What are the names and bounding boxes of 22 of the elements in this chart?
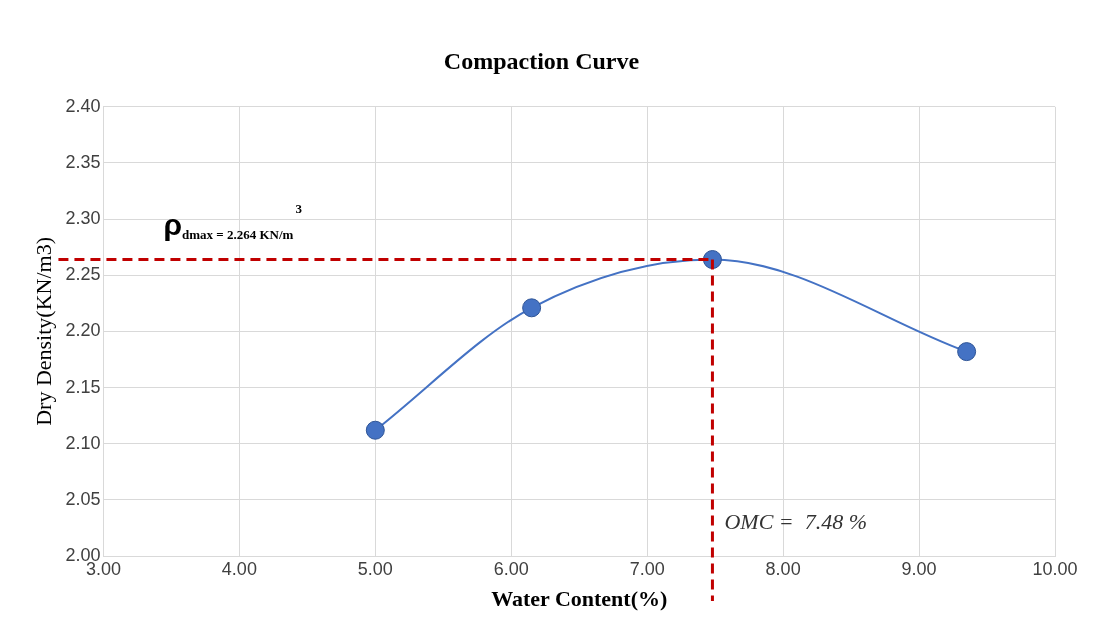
- y-tick-label: 2.40: [65, 95, 101, 116]
- x-axis-title: Water Content(%): [491, 586, 668, 612]
- x-tick-label: 9.00: [901, 558, 937, 579]
- y-tick-label: 2.15: [65, 376, 101, 397]
- point: [522, 298, 542, 318]
- chart-title: Compaction Curve: [443, 47, 640, 74]
- point: [365, 420, 385, 440]
- x-tick-label: 8.00: [765, 558, 801, 579]
- y-tick-label: 2.25: [65, 264, 101, 285]
- y-tick-label: 2.05: [65, 488, 101, 509]
- x-tick-label: 7.00: [629, 558, 665, 579]
- x-tick-label: 6.00: [493, 558, 529, 579]
- y-tick-label: 2.20: [65, 320, 101, 341]
- x-tick-label: 4.00: [221, 558, 257, 579]
- x-tick-label: 5.00: [357, 558, 393, 579]
- y-tick-label: 2.30: [65, 208, 101, 229]
- y-axis-title: Dry Density(KN/m3): [30, 236, 56, 426]
- y-tick-label: 2.10: [65, 432, 101, 453]
- point: [957, 342, 977, 362]
- y-tick-label: 2.35: [65, 151, 101, 172]
- x-tick-label: 10.00: [1032, 558, 1078, 579]
- ref-line-label: OMC = 7.48 %: [724, 508, 867, 534]
